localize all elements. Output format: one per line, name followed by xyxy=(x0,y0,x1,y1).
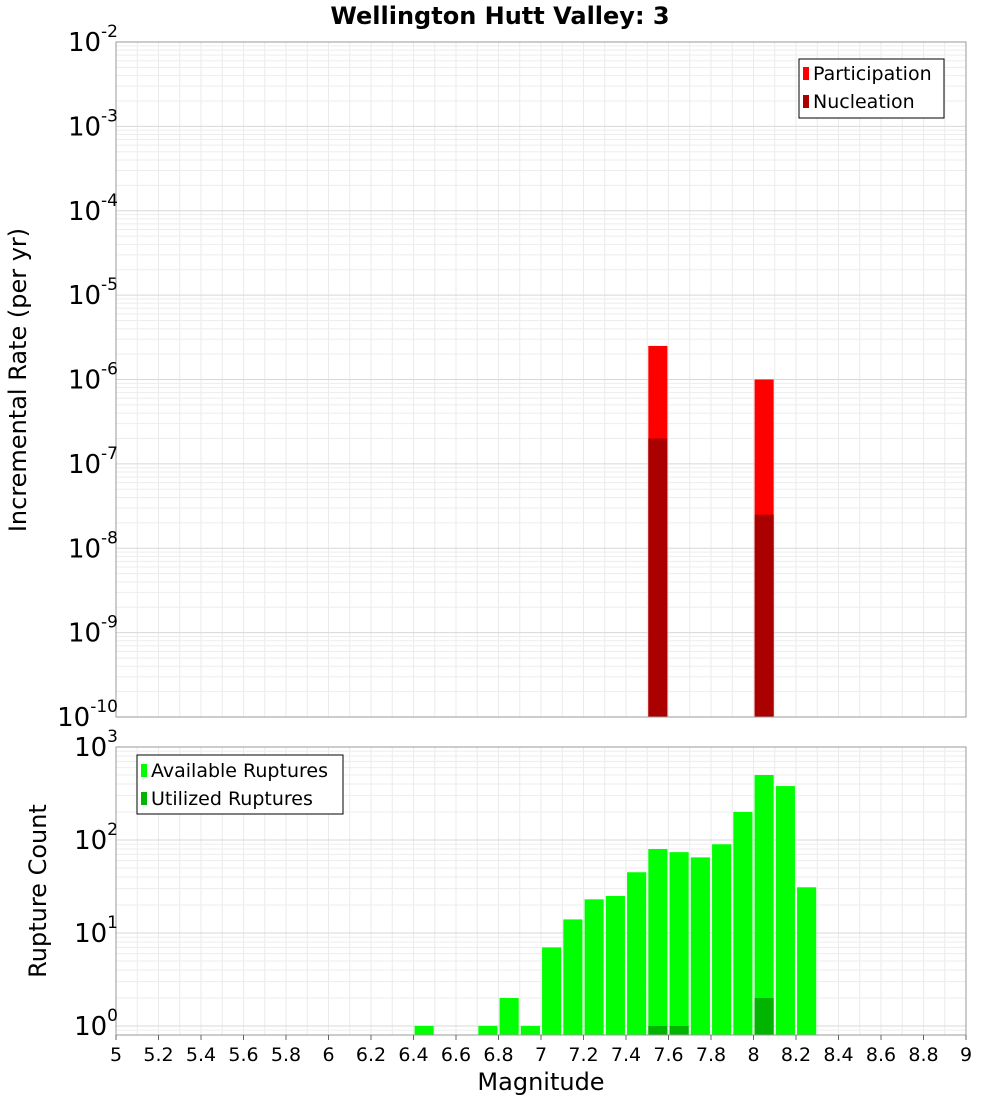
count-x-ticks: 5 5.2 5.4 5.6 5.8 6 6.2 6.4 6.6 6.8 7 7.2 7.4 7.6 7.8 8… xyxy=(110,1035,972,1066)
count-panel: 100 101 102 103 5 5.2 5.4 5.6 5.8 6 6.2 6.4 6.6 6.8 7… xyxy=(24,727,972,1096)
rate-legend-box xyxy=(798,58,945,119)
y-tick-label: 10-8 xyxy=(68,528,118,564)
legend-swatch-available xyxy=(141,764,147,777)
legend-label-participation: Participation xyxy=(813,63,932,85)
rate-plot-frame xyxy=(115,41,967,718)
count-y-axis-label: Rupture Count xyxy=(24,804,52,978)
legend-swatch-nucleation xyxy=(803,95,809,108)
y-tick-label: 10-4 xyxy=(68,191,118,227)
x-tick-label: 8.8 xyxy=(908,1044,938,1066)
x-tick-label: 8.6 xyxy=(866,1044,896,1066)
count-grid xyxy=(116,747,966,1035)
utilized-ruptures-bar xyxy=(648,1025,668,1035)
legend-swatch-participation xyxy=(803,67,809,80)
y-tick-label: 103 xyxy=(74,727,118,763)
x-axis-label: Magnitude xyxy=(477,1068,604,1096)
x-tick-label: 7.6 xyxy=(653,1044,683,1066)
available-ruptures-bar xyxy=(690,857,710,1035)
y-tick-label: 10-5 xyxy=(68,275,118,311)
available-ruptures-bar xyxy=(733,812,753,1035)
available-ruptures-bar xyxy=(648,849,668,1035)
count-y-ticks: 100 101 102 103 xyxy=(74,727,118,1042)
available-ruptures-bar xyxy=(712,844,732,1035)
x-tick-label: 6.2 xyxy=(356,1044,386,1066)
count-legend-box xyxy=(136,754,344,815)
x-tick-label: 7.2 xyxy=(568,1044,598,1066)
y-tick-label: 102 xyxy=(74,820,118,856)
x-tick-label: 6.6 xyxy=(441,1044,471,1066)
x-tick-label: 8.4 xyxy=(823,1044,853,1066)
x-tick-label: 9 xyxy=(960,1044,972,1066)
y-tick-label: 10-9 xyxy=(68,613,118,649)
available-ruptures-bar xyxy=(520,1025,540,1035)
rate-legend: Participation Nucleation xyxy=(798,58,945,119)
x-tick-label: 5.4 xyxy=(186,1044,216,1066)
available-ruptures-bar xyxy=(775,786,795,1035)
x-tick-label: 6 xyxy=(322,1044,334,1066)
available-ruptures-bar xyxy=(478,1025,498,1035)
utilized-ruptures-bar xyxy=(754,997,774,1035)
x-tick-label: 7.4 xyxy=(611,1044,641,1066)
y-tick-label: 10-10 xyxy=(57,697,118,733)
legend-label-nucleation: Nucleation xyxy=(813,91,915,113)
available-ruptures-bar xyxy=(542,947,562,1035)
available-ruptures-bar xyxy=(669,852,689,1035)
x-tick-label: 6.8 xyxy=(483,1044,513,1066)
rate-bars xyxy=(648,345,774,717)
nucleation-bar xyxy=(648,438,668,717)
available-ruptures-bar xyxy=(627,872,647,1035)
x-tick-label: 5.8 xyxy=(271,1044,301,1066)
available-ruptures-bar xyxy=(414,1025,434,1035)
utilized-ruptures-bar xyxy=(669,1025,689,1035)
chart-title: Wellington Hutt Valley: 3 xyxy=(330,2,669,30)
x-tick-label: 7.8 xyxy=(696,1044,726,1066)
available-ruptures-bar xyxy=(563,919,583,1035)
x-tick-label: 8 xyxy=(747,1044,759,1066)
available-ruptures-bar xyxy=(605,895,625,1035)
x-tick-label: 5.2 xyxy=(143,1044,173,1066)
x-tick-label: 5 xyxy=(110,1044,122,1066)
available-ruptures-bar xyxy=(754,774,774,1035)
x-tick-label: 8.2 xyxy=(781,1044,811,1066)
legend-label-available: Available Ruptures xyxy=(151,760,328,782)
count-legend: Available Ruptures Utilized Ruptures xyxy=(136,754,344,815)
rate-grid xyxy=(116,42,966,717)
x-tick-label: 7 xyxy=(535,1044,547,1066)
y-tick-label: 10-2 xyxy=(68,22,118,58)
y-tick-label: 100 xyxy=(74,1006,118,1042)
rate-panel: 10-10 10-9 10-8 10-7 10-6 10-5 10-4 10-3 10-2 In… xyxy=(4,22,967,733)
available-ruptures-bar xyxy=(584,899,604,1035)
count-bars xyxy=(414,774,817,1035)
x-tick-label: 5.6 xyxy=(228,1044,258,1066)
x-tick-label: 6.4 xyxy=(398,1044,428,1066)
y-tick-label: 10-7 xyxy=(68,444,118,480)
y-tick-label: 10-6 xyxy=(68,360,118,396)
available-ruptures-bar xyxy=(499,997,519,1035)
legend-label-utilized: Utilized Ruptures xyxy=(151,788,313,810)
rate-y-axis-label: Incremental Rate (per yr) xyxy=(4,228,32,532)
legend-swatch-utilized xyxy=(141,792,147,805)
rate-y-ticks: 10-10 10-9 10-8 10-7 10-6 10-5 10-4 10-3 10-2 xyxy=(57,22,118,733)
y-tick-label: 10-3 xyxy=(68,106,118,142)
nucleation-bar xyxy=(754,514,774,717)
available-ruptures-bar xyxy=(797,887,817,1035)
y-tick-label: 101 xyxy=(74,913,118,949)
